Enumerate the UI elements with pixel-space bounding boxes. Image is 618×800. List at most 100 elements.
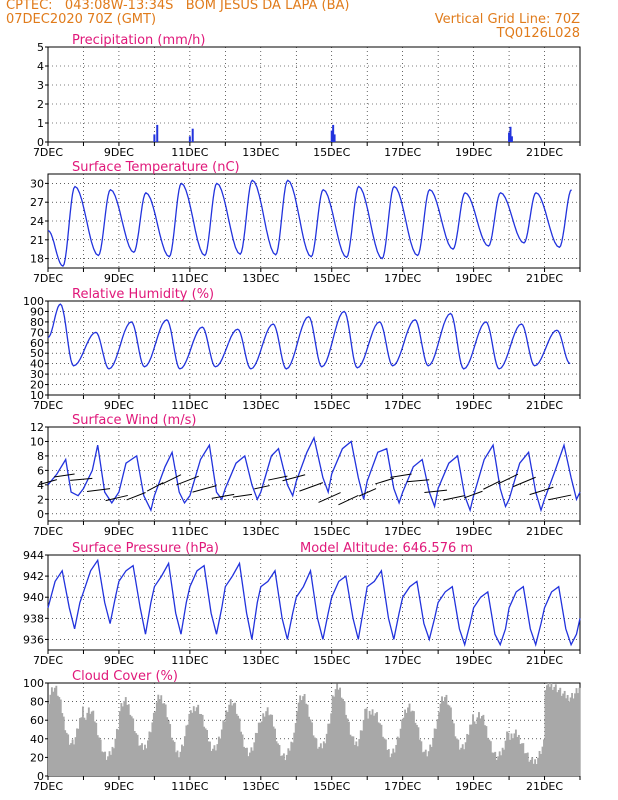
precip-bar bbox=[153, 134, 156, 142]
cloud-bar bbox=[147, 740, 149, 776]
cloud-bar bbox=[433, 728, 436, 776]
temp-ytick-label: 21 bbox=[30, 234, 44, 247]
cloud-bar bbox=[429, 744, 432, 776]
cloud-bar bbox=[217, 736, 220, 776]
cloud-bar bbox=[352, 736, 355, 776]
temp-ytick-label: 18 bbox=[30, 253, 44, 266]
cloud-bar bbox=[59, 699, 62, 776]
wind-arrow bbox=[443, 495, 465, 501]
cloud-bar bbox=[458, 749, 461, 776]
cloud-bar bbox=[141, 743, 143, 776]
cloud-bar bbox=[423, 751, 426, 776]
wind-arrow bbox=[70, 477, 93, 481]
cloud-bar bbox=[83, 717, 86, 776]
cloud-bar bbox=[176, 750, 179, 776]
cloud-bar bbox=[384, 739, 387, 776]
wind-arrow bbox=[483, 480, 501, 490]
cloud-bar bbox=[284, 760, 287, 776]
wind-arrow bbox=[126, 492, 146, 501]
wind-title: Surface Wind (m/s) bbox=[72, 413, 196, 428]
cloud-bar bbox=[151, 722, 154, 776]
cloud-bar bbox=[68, 744, 71, 776]
cloud-bar bbox=[565, 698, 568, 776]
cloud-bar bbox=[275, 741, 278, 776]
cloud-xtick-label: 17DEC bbox=[384, 780, 421, 793]
cloud-bar bbox=[367, 718, 370, 776]
cloud-bar bbox=[148, 731, 151, 776]
cloud-bar bbox=[48, 703, 50, 776]
cloud-bar bbox=[370, 714, 373, 776]
cloud-bar bbox=[457, 739, 460, 776]
cloud-bar bbox=[166, 717, 169, 776]
precip-bar bbox=[333, 134, 336, 142]
cloud-bar bbox=[531, 757, 534, 776]
cloud-bar bbox=[427, 751, 430, 776]
temp-xtick-label: 13DEC bbox=[242, 272, 279, 285]
rh-xtick-label: 19DEC bbox=[455, 399, 492, 412]
cloud-bar bbox=[55, 685, 58, 776]
cloud-bar bbox=[541, 746, 544, 776]
cloud-bar bbox=[127, 704, 130, 776]
cloud-bar bbox=[268, 715, 271, 776]
temp-xtick-label: 17DEC bbox=[384, 272, 421, 285]
cloud-bar bbox=[358, 739, 361, 776]
cloud-ytick-label: 60 bbox=[30, 714, 44, 727]
cloud-bar bbox=[343, 701, 346, 776]
precip-ytick-label: 2 bbox=[37, 98, 44, 111]
cloud-bar bbox=[121, 706, 124, 776]
cloud-bar bbox=[290, 741, 293, 776]
cloud-bar bbox=[451, 720, 454, 776]
cloud-bar bbox=[436, 719, 439, 776]
wind-arrow bbox=[53, 473, 75, 478]
wind-arrow bbox=[318, 492, 341, 503]
cloud-bar bbox=[556, 692, 559, 776]
pressure-ytick-label: 938 bbox=[23, 612, 44, 625]
cloud-bar bbox=[324, 743, 327, 776]
wind-ytick-label: 0 bbox=[37, 508, 44, 521]
cloud-bar bbox=[551, 689, 554, 776]
cloud-bar bbox=[445, 694, 448, 776]
cloud-bar bbox=[285, 754, 288, 776]
cloud-bar bbox=[204, 728, 207, 776]
cloud-bar bbox=[350, 736, 353, 776]
temp-ytick-label: 24 bbox=[30, 215, 44, 228]
cloud-ytick-label: 80 bbox=[30, 696, 44, 709]
wind-arrow bbox=[211, 493, 235, 499]
wind-xtick-label: 13DEC bbox=[242, 525, 279, 538]
pressure-xtick-label: 11DEC bbox=[171, 654, 208, 667]
cloud-bar bbox=[87, 707, 90, 776]
cloud-bar bbox=[98, 737, 101, 776]
precip-bar bbox=[508, 132, 511, 142]
wind-arrow bbox=[375, 477, 394, 485]
precip-title: Precipitation (mm/h) bbox=[72, 33, 205, 48]
cloud-bar bbox=[574, 693, 576, 776]
wind-series-line bbox=[47, 435, 581, 513]
cloud-bar bbox=[321, 748, 324, 776]
cloud-bar bbox=[229, 699, 232, 776]
pressure-ytick-label: 936 bbox=[23, 633, 44, 646]
pressure-xtick-label: 19DEC bbox=[455, 654, 492, 667]
cloud-bar bbox=[250, 747, 253, 776]
cloud-bar bbox=[359, 730, 362, 776]
rh-xtick-label: 9DEC bbox=[104, 399, 134, 412]
cloud-bar bbox=[349, 734, 352, 776]
cloud-bar bbox=[441, 696, 443, 776]
wind-arrow bbox=[406, 479, 430, 483]
cloud-bar bbox=[237, 715, 240, 776]
pressure-xtick-label: 17DEC bbox=[384, 654, 421, 667]
cloud-bar bbox=[212, 748, 214, 776]
cloud-bar bbox=[92, 710, 95, 776]
cloud-bar bbox=[393, 752, 396, 776]
cloud-xtick-label: 13DEC bbox=[242, 780, 279, 793]
temp-ytick-label: 27 bbox=[30, 196, 44, 209]
cloud-bar bbox=[201, 714, 204, 776]
cloud-bar bbox=[476, 717, 479, 776]
pressure-xtick-label: 13DEC bbox=[242, 654, 279, 667]
cloud-bar bbox=[495, 759, 498, 776]
wind-xtick-label: 15DEC bbox=[313, 525, 350, 538]
cloud-bar bbox=[337, 689, 340, 776]
cloud-bar bbox=[194, 711, 197, 776]
cloud-bar bbox=[182, 746, 185, 776]
header-grid-line: Vertical Grid Line: 70Z bbox=[434, 12, 580, 27]
cloud-bar bbox=[461, 744, 464, 776]
